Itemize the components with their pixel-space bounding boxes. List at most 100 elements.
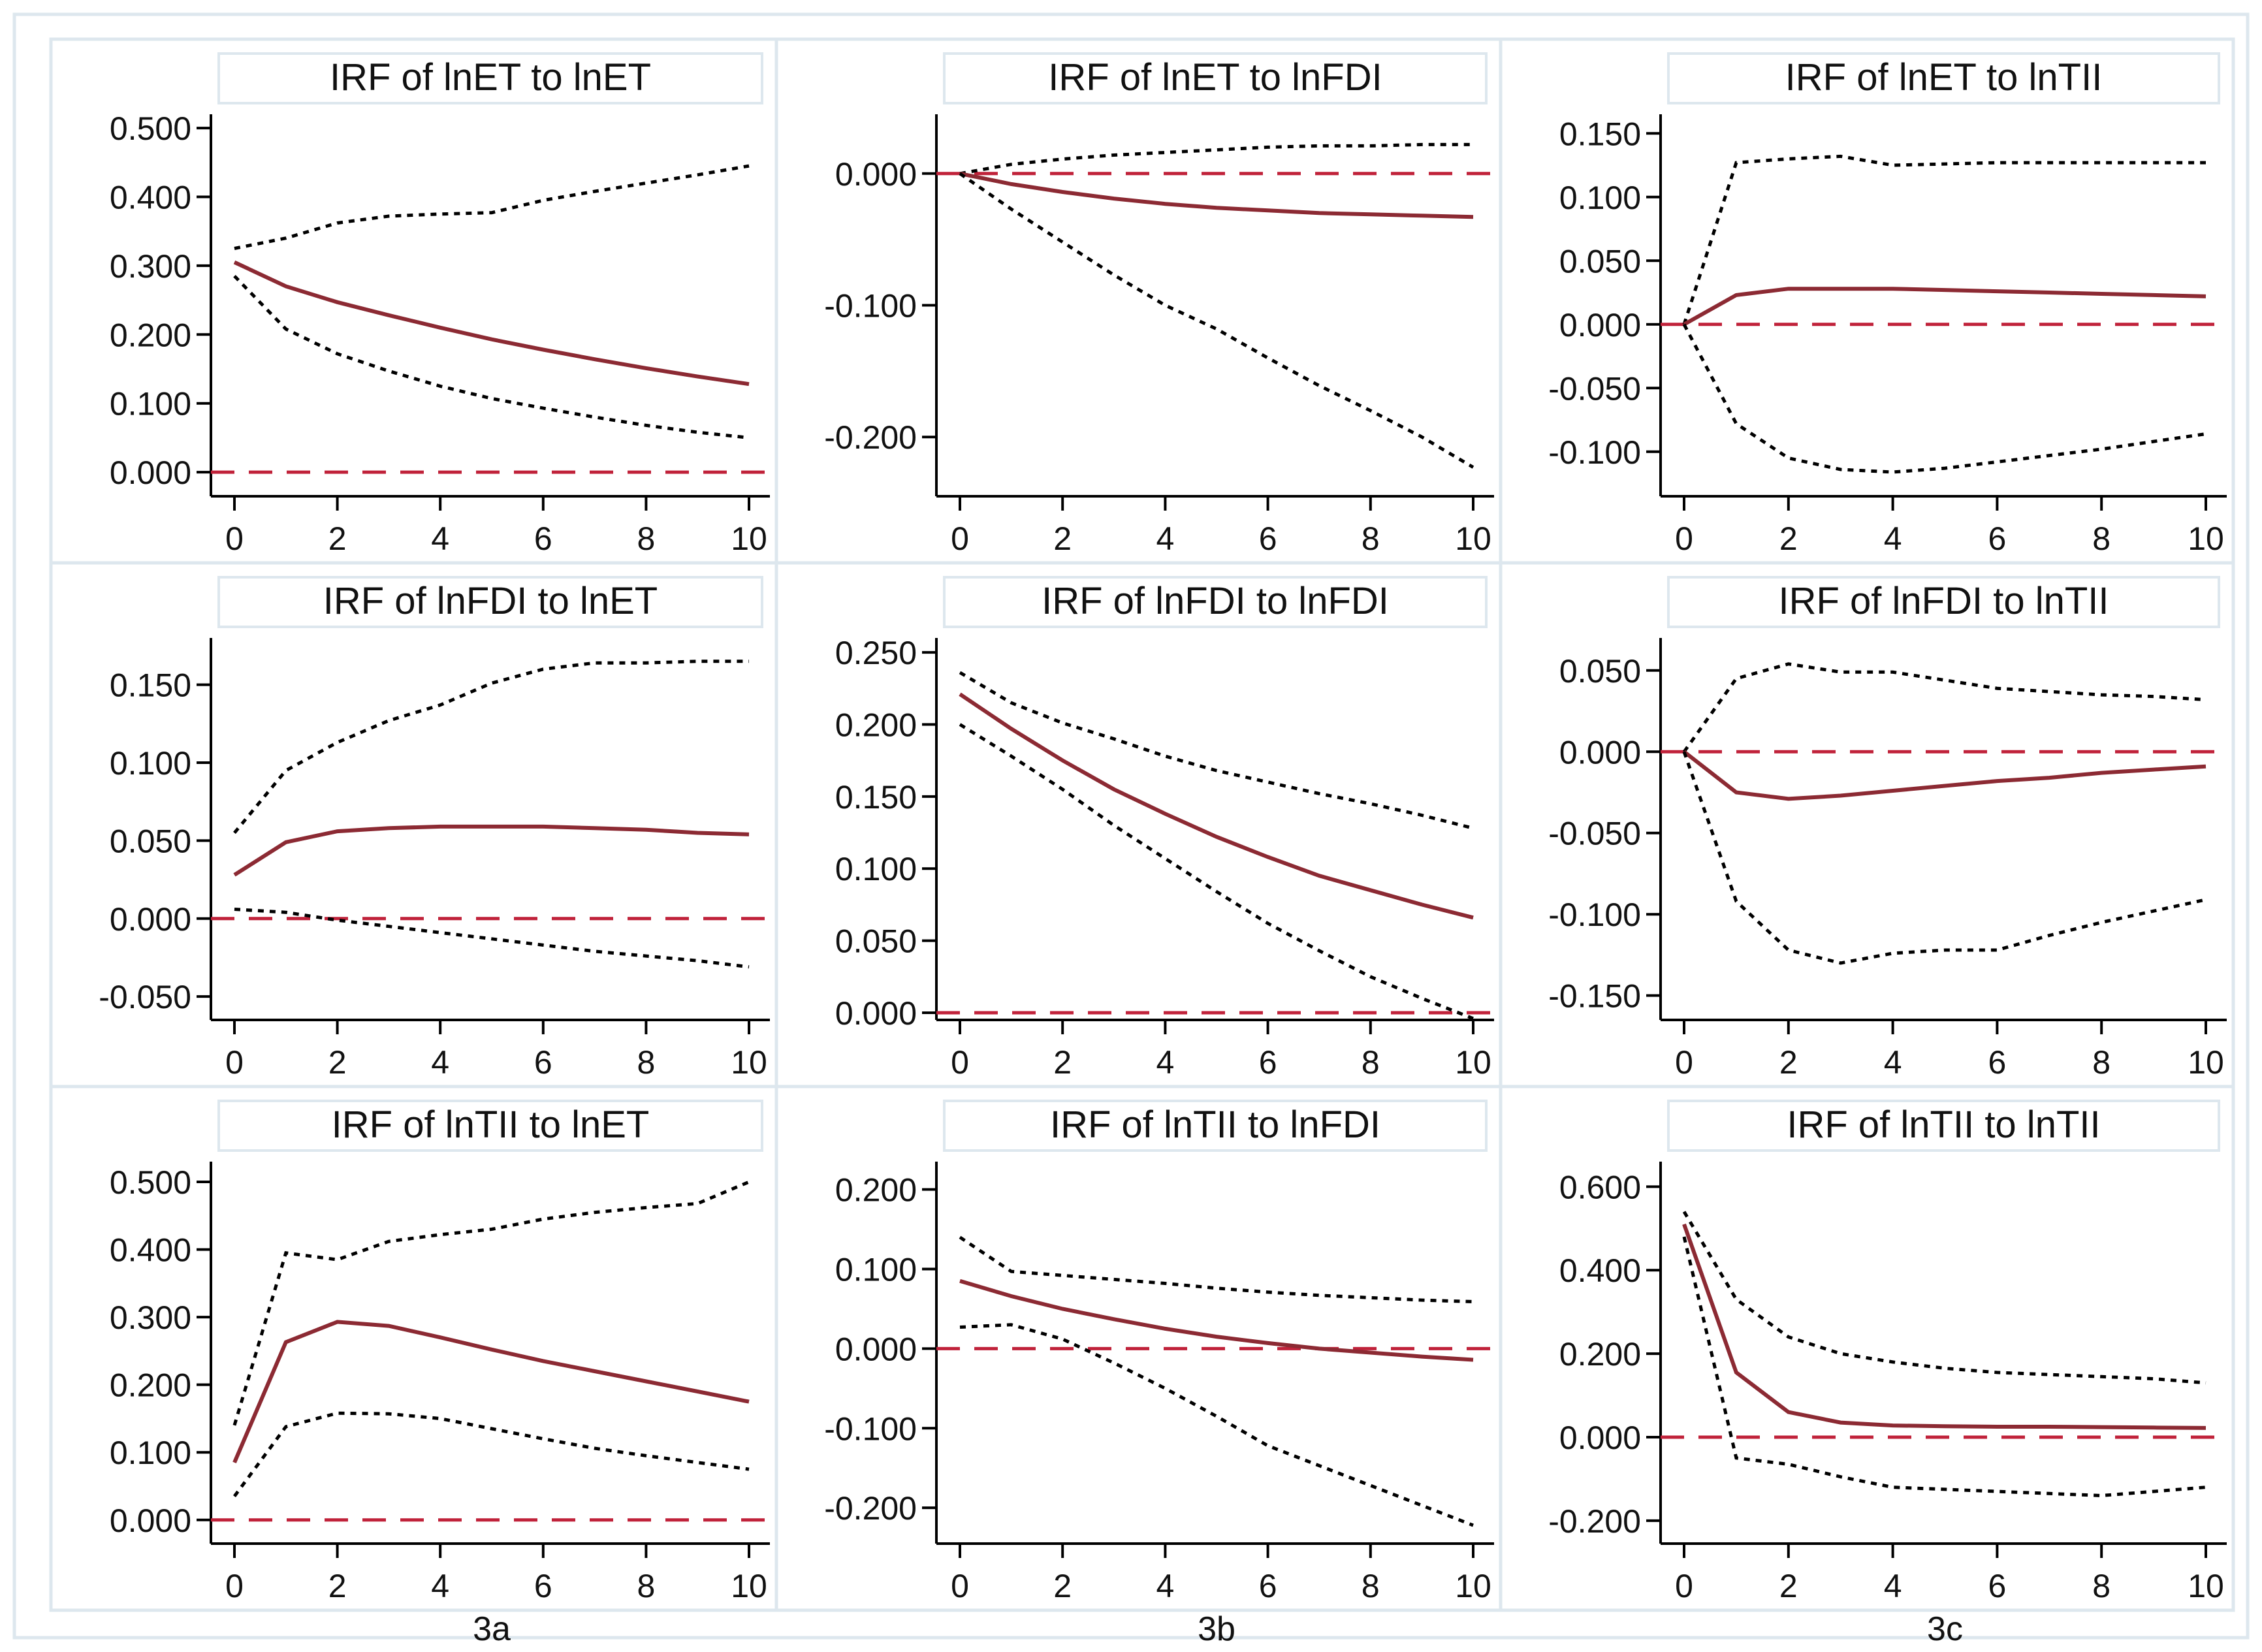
y-tick-label: 0.000 — [110, 1502, 191, 1539]
series-upper — [959, 142, 1473, 176]
panel-title: IRF of lnTII to lnFDI — [1050, 1104, 1380, 1146]
panel-frame — [49, 37, 778, 565]
y-tick-label: 0.500 — [110, 110, 191, 147]
y-tick-label: 0.400 — [1559, 1252, 1641, 1289]
series-upper — [959, 1235, 1474, 1303]
y-tick-label: 0.200 — [835, 707, 917, 743]
x-tick-label: 2 — [1779, 1044, 1798, 1081]
x-tick-label: 0 — [1675, 520, 1693, 557]
y-tick-label: -0.050 — [99, 979, 191, 1015]
x-tick-label: 8 — [1362, 1044, 1380, 1081]
x-tick-label: 8 — [2092, 1568, 2111, 1604]
y-tick-label: 0.150 — [1559, 116, 1641, 152]
x-tick-label: 2 — [328, 1568, 347, 1604]
y-tick-label: -0.200 — [824, 1490, 917, 1527]
y-tick-label: 0.050 — [1559, 653, 1641, 690]
panel-title: IRF of lnTII to lnTII — [1787, 1104, 2100, 1146]
panel-title-box — [943, 1100, 1488, 1152]
panel-3a: IRF of lnTII to lnET 0.000 0.100 0.200 0.300… — [49, 1085, 778, 1648]
y-tick-label: 0.000 — [1559, 307, 1641, 343]
panel-title: IRF of lnTII to lnET — [332, 1104, 650, 1146]
x-tick-label: 6 — [1988, 1568, 2006, 1604]
panel-title-box — [1667, 52, 2220, 104]
panel-2b: IRF of lnFDI to lnFDI 0.000 0.050 0.100 0.15… — [774, 561, 1503, 1124]
x-tick-label: 6 — [534, 1568, 552, 1604]
x-tick-label: 0 — [951, 520, 969, 557]
y-tick-label: 0.400 — [110, 1232, 191, 1269]
panel-title-box — [943, 576, 1488, 628]
y-tick-label: 0.100 — [835, 851, 917, 887]
x-tick-label: 4 — [431, 1044, 449, 1081]
series-upper — [232, 1180, 750, 1426]
x-tick-label: 0 — [1675, 1044, 1693, 1081]
y-tick-label: 0.050 — [110, 823, 191, 859]
panel-1c: IRF of lnET to lnTII -0.100 -0.050 0.000 0.0… — [1499, 37, 2235, 601]
series-upper — [1682, 154, 2206, 325]
x-tick-label: 0 — [951, 1044, 969, 1081]
panel-2a: IRF of lnFDI to lnET -0.050 0.000 0.050 0.10… — [49, 561, 778, 1124]
y-tick-label: 0.050 — [835, 923, 917, 960]
panel-title-box — [217, 576, 763, 628]
x-tick-label: 2 — [1053, 1044, 1072, 1081]
x-tick-label: 6 — [534, 520, 552, 557]
panel-title-box — [943, 52, 1488, 104]
y-tick-label: -0.150 — [1548, 978, 1641, 1015]
panel-frame — [1499, 1085, 2235, 1612]
x-tick-label: 0 — [225, 1568, 244, 1604]
panel-frame — [774, 561, 1503, 1088]
x-tick-label: 4 — [1884, 1568, 1902, 1604]
x-axis-label: 3c — [1927, 1610, 1963, 1648]
y-tick-label: 0.200 — [110, 317, 191, 353]
panel-title: IRF of lnFDI to lnFDI — [1042, 580, 1389, 622]
panel-title: IRF of lnET to lnTII — [1785, 56, 2103, 99]
y-tick-label: 0.100 — [835, 1252, 917, 1288]
series-lower — [1682, 1236, 2206, 1498]
y-tick-label: -0.100 — [1548, 434, 1641, 471]
figure-frame — [12, 12, 2250, 1640]
y-tick-label: 0.300 — [110, 248, 191, 285]
y-tick-label: 0.050 — [1559, 243, 1641, 279]
panel-frame — [774, 37, 1503, 565]
y-tick-label: 0.250 — [835, 635, 917, 671]
series-irf — [959, 692, 1474, 920]
x-tick-label: 8 — [1362, 1568, 1380, 1604]
series-upper — [959, 671, 1474, 830]
y-tick-label: -0.050 — [1548, 370, 1641, 407]
x-tick-label: 10 — [1455, 1568, 1491, 1604]
series-irf — [232, 1320, 750, 1463]
panel-frame — [1499, 37, 2235, 565]
x-tick-label: 10 — [731, 520, 767, 557]
x-tick-label: 2 — [1053, 520, 1072, 557]
y-tick-label: -0.100 — [1548, 897, 1641, 933]
panel-title-box — [217, 1100, 763, 1152]
x-tick-label: 6 — [1988, 1044, 2006, 1081]
x-tick-label: 4 — [431, 520, 449, 557]
x-tick-label: 2 — [1779, 520, 1798, 557]
x-tick-label: 10 — [1455, 1044, 1491, 1081]
x-tick-label: 0 — [951, 1568, 969, 1604]
y-tick-label: 0.100 — [1559, 180, 1641, 216]
series-upper — [234, 164, 750, 250]
panel-title-box — [1667, 1100, 2220, 1152]
x-tick-label: 4 — [1884, 1044, 1902, 1081]
x-tick-label: 6 — [534, 1044, 552, 1081]
y-tick-label: 0.000 — [835, 156, 917, 193]
x-tick-label: 8 — [2092, 1044, 2111, 1081]
y-tick-label: 0.600 — [1559, 1169, 1641, 1205]
panel-title: IRF of lnFDI to lnET — [323, 580, 658, 622]
series-irf — [233, 824, 750, 877]
y-tick-label: 0.300 — [110, 1299, 191, 1336]
x-tick-label: 4 — [1156, 1568, 1174, 1604]
y-tick-label: -0.100 — [824, 288, 917, 325]
x-tick-label: 4 — [431, 1568, 449, 1604]
x-tick-label: 10 — [2188, 520, 2224, 557]
x-tick-label: 2 — [1053, 1568, 1072, 1604]
series-lower — [234, 908, 750, 969]
x-tick-label: 10 — [2188, 1568, 2224, 1604]
series-irf — [1683, 750, 2206, 801]
panel-title: IRF of lnFDI to lnTII — [1779, 580, 2109, 622]
x-tick-label: 10 — [1455, 520, 1491, 557]
x-tick-label: 10 — [2188, 1044, 2224, 1081]
series-lower — [232, 1411, 750, 1497]
